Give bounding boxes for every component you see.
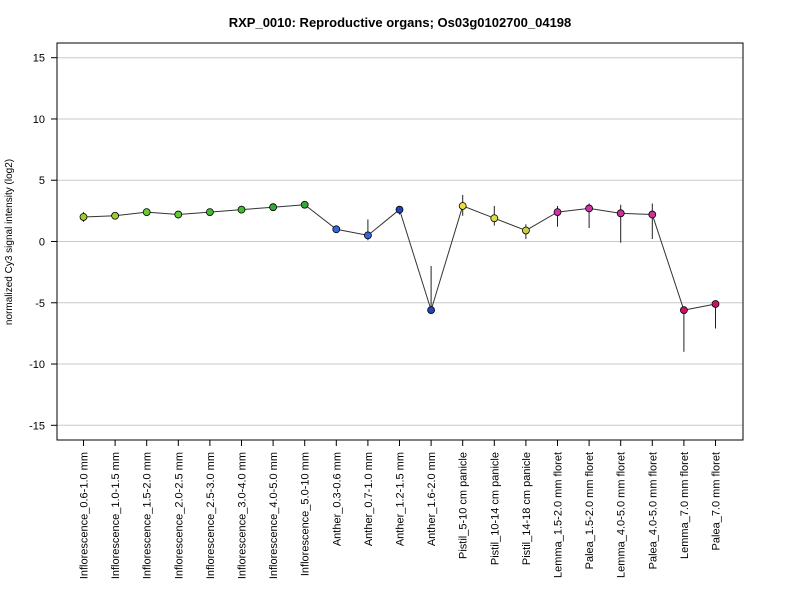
series-layer xyxy=(79,194,720,352)
plot-frame xyxy=(56,42,744,441)
x-tick-label: Anther_0.7-1.0 mm xyxy=(363,452,375,546)
data-point xyxy=(332,225,341,234)
x-tick-label: Anther_1.6-2.0 mm xyxy=(426,452,438,546)
data-point xyxy=(522,226,530,235)
x-tick-label: Pistil_14-18 cm panicle xyxy=(521,452,533,565)
data-point xyxy=(79,213,88,221)
data-point xyxy=(363,231,372,240)
data-point xyxy=(427,306,436,315)
data-point xyxy=(237,205,246,214)
x-tick-label: Inflorescence_2.5-3.0 mm xyxy=(205,452,217,579)
data-point xyxy=(490,214,499,223)
data-point xyxy=(142,208,151,216)
x-tick-label: Lemma_7.0 mm floret xyxy=(679,452,691,559)
data-point xyxy=(269,203,278,212)
y-tick-label: 5 xyxy=(39,175,45,187)
x-tick-label: Lemma_1.5-2.0 mm floret xyxy=(553,452,565,578)
data-point xyxy=(395,205,404,214)
x-tick-label: Palea_1.5-2.0 mm floret xyxy=(584,452,596,569)
x-tick-label: Anther_0.3-0.6 mm xyxy=(331,452,343,546)
data-point xyxy=(111,211,119,220)
x-tick-label: Inflorescence_5.0-10 mm xyxy=(300,452,312,576)
data-point xyxy=(585,204,593,213)
y-tick-label: 10 xyxy=(33,114,45,126)
y-tick-label: 15 xyxy=(33,53,45,65)
axis-layer: -15 -10 -5 0 5 10 15 Inflorescence_0.6-1.0 mm In… xyxy=(29,53,722,579)
data-point xyxy=(616,209,625,218)
data-point xyxy=(680,306,688,315)
data-point xyxy=(553,208,562,216)
y-tick-label: 0 xyxy=(39,237,45,249)
x-tick-label: Inflorescence_1.5-2.0 mm xyxy=(142,452,154,579)
x-tick-label: Inflorescence_4.0-5.0 mm xyxy=(268,452,280,579)
grid-layer xyxy=(57,57,743,426)
x-tick-label: Inflorescence_0.6-1.0 mm xyxy=(79,452,91,579)
x-tick-label: Palea_7.0 mm floret xyxy=(711,452,723,550)
x-tick-label: Pistil_5-10 cm panicle xyxy=(458,452,470,559)
y-tick-label: -10 xyxy=(29,359,45,371)
x-tick-label: Inflorescence_1.0-1.5 mm xyxy=(110,452,122,579)
data-point xyxy=(300,200,309,209)
data-point xyxy=(648,210,657,219)
data-point xyxy=(174,210,183,219)
chart-title: RXP_0010: Reproductive organs; Os03g0102… xyxy=(229,15,572,30)
data-point xyxy=(711,300,720,308)
x-tick-label: Palea_4.0-5.0 mm floret xyxy=(647,452,659,569)
y-tick-label: -5 xyxy=(35,298,45,310)
x-tick-label: Anther_1.2-1.5 mm xyxy=(395,452,407,546)
x-tick-label: Pistil_10-14 cm panicle xyxy=(489,452,501,565)
x-tick-label: Inflorescence_3.0-4.0 mm xyxy=(237,452,249,579)
x-tick-label: Inflorescence_2.0-2.5 mm xyxy=(173,452,185,579)
data-point xyxy=(458,202,467,210)
x-tick-label: Lemma_4.0-5.0 mm floret xyxy=(616,452,628,578)
data-point xyxy=(205,208,214,216)
y-axis-label: normalized Cy3 signal intensity (log2) xyxy=(4,159,15,325)
y-tick-label: -15 xyxy=(29,420,45,432)
